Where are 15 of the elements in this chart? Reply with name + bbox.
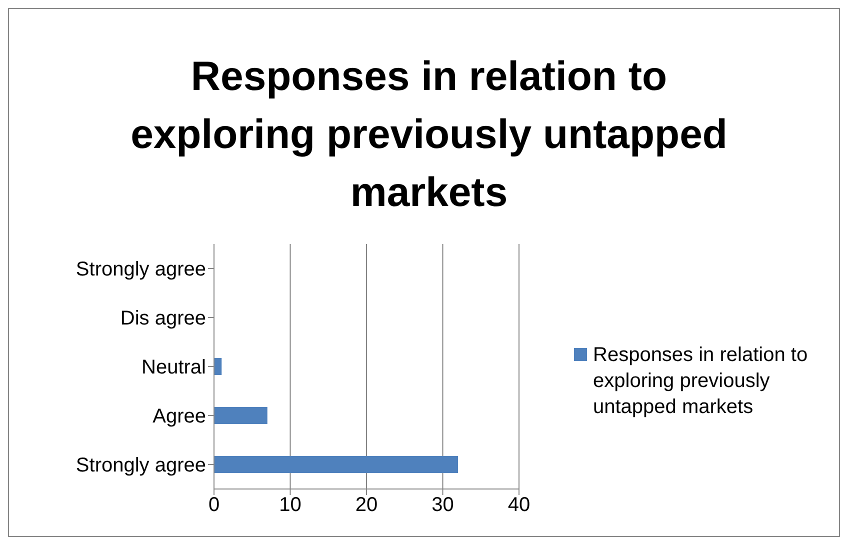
legend-label: Responses in relation to exploring previously untapped markets <box>593 343 809 420</box>
x-tick-label: 0 <box>208 494 220 516</box>
bar <box>214 358 222 375</box>
bar <box>214 456 458 473</box>
chart-title: Responses in relation to exploring previously untapped markets <box>130 52 728 217</box>
bar <box>214 407 268 424</box>
x-tick-label: 10 <box>279 494 302 516</box>
y-tick-label: Dis agree <box>120 308 206 330</box>
y-tick-label: Agree <box>152 406 206 428</box>
y-tick-label: Neutral <box>142 356 206 379</box>
x-tick-label: 20 <box>355 494 378 516</box>
y-tick-label: Strongly agree <box>76 454 206 477</box>
x-tick-label: 40 <box>508 494 530 516</box>
y-tick-label: Strongly agree <box>76 258 206 281</box>
x-tick-label: 30 <box>432 494 454 516</box>
